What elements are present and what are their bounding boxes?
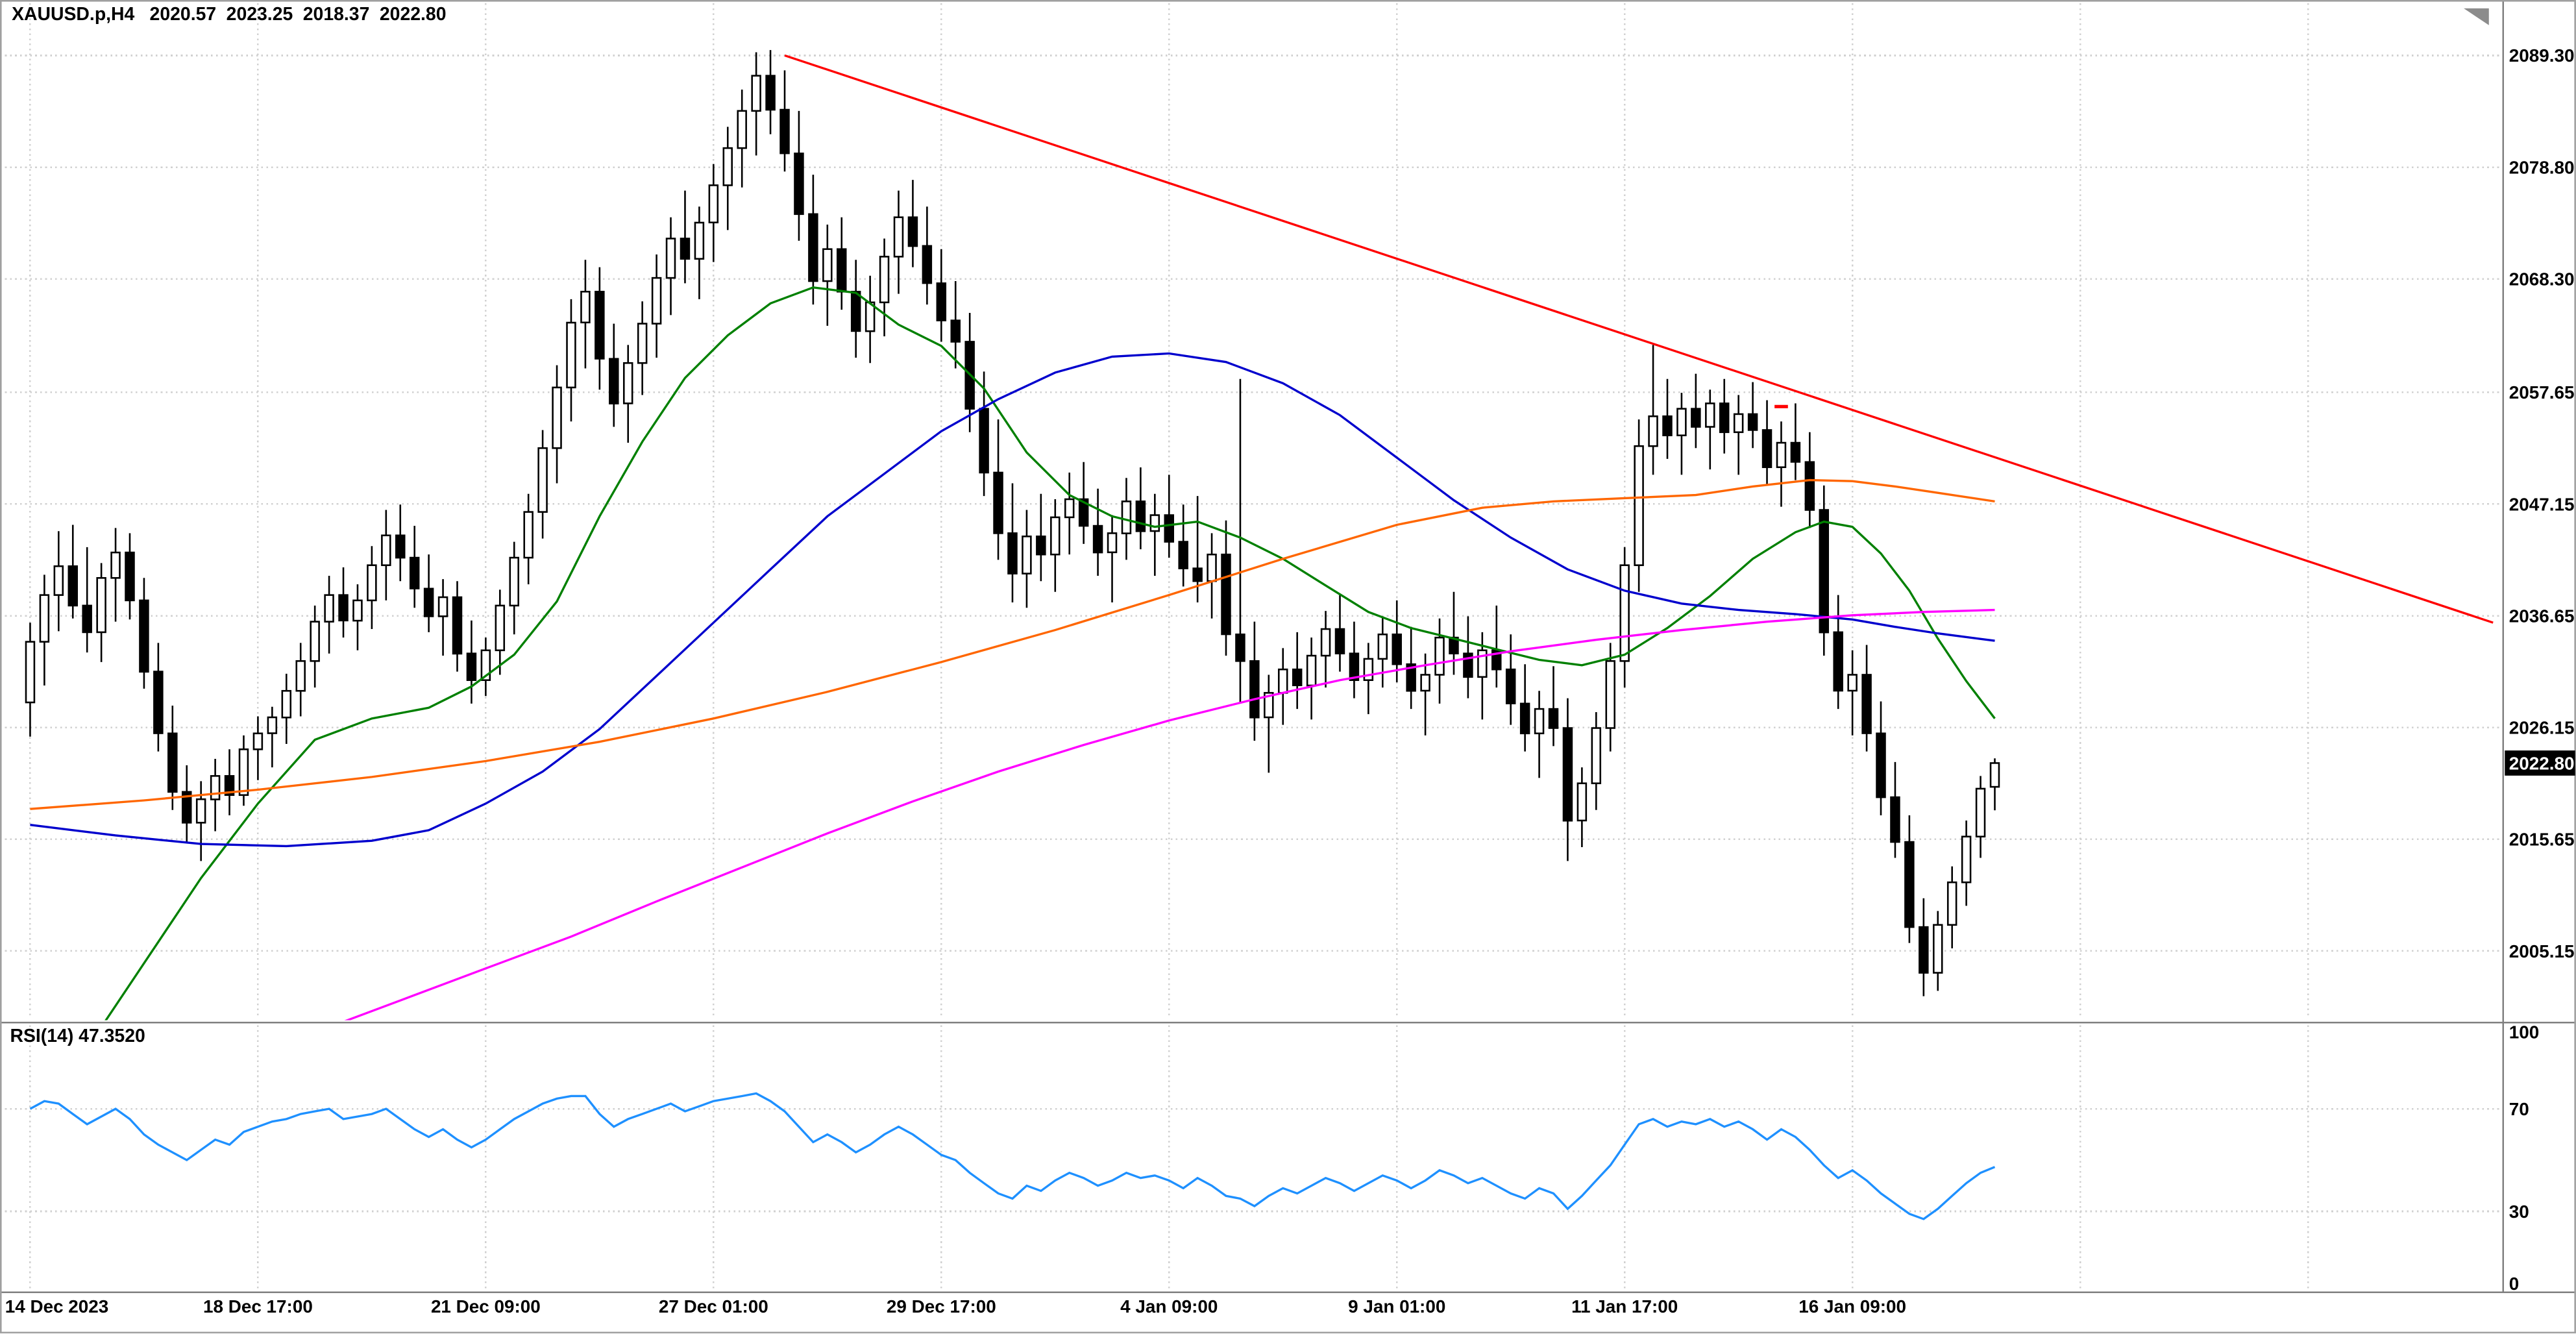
descending-trendline[interactable] — [784, 54, 2494, 624]
time-axis-label: 29 Dec 17:00 — [887, 1296, 996, 1316]
rsi-axis-label: 0 — [2509, 1274, 2520, 1294]
rsi-axis-label: 100 — [2509, 1022, 2539, 1042]
price-axis-label: 2026.15 — [2509, 718, 2575, 738]
candles-layer — [25, 50, 2000, 996]
price-axis-label: 2047.15 — [2509, 494, 2575, 514]
time-axis-label: 27 Dec 01:00 — [659, 1296, 768, 1316]
symbol-timeframe-label: XAUUSD.p,H4 — [12, 5, 135, 25]
price-axis-label: 2057.65 — [2509, 382, 2575, 402]
chart-title-bar: XAUUSD.p,H4 2020.57 2023.25 2018.37 2022… — [12, 5, 446, 25]
time-axis-label: 11 Jan 17:00 — [1571, 1296, 1678, 1316]
rsi-line — [29, 1092, 1996, 1220]
ma-green-fast[interactable] — [30, 286, 1996, 1133]
current-price-badge — [2505, 750, 2575, 776]
rsi-axis-label: 30 — [2509, 1202, 2529, 1222]
ohlc-high-value: 2023.25 — [226, 5, 293, 25]
ohlc-open-value: 2020.57 — [149, 5, 217, 25]
time-axis-label: 4 Jan 09:00 — [1120, 1296, 1218, 1316]
price-axis-label: 2015.65 — [2509, 830, 2575, 850]
current-price-label: 2022.80 — [2509, 753, 2575, 773]
price-axis-label: 2078.80 — [2509, 157, 2575, 177]
rsi-axis-label: 70 — [2509, 1099, 2529, 1119]
ohlc-low-value: 2018.37 — [302, 5, 370, 25]
time-axis-label: 9 Jan 01:00 — [1348, 1296, 1445, 1316]
rsi-indicator-label: RSI(14) 47.3520 — [10, 1026, 145, 1047]
time-axis-label: 14 Dec 2023 — [5, 1296, 109, 1316]
time-axis-label: 21 Dec 09:00 — [431, 1296, 541, 1316]
price-axis-label: 2068.30 — [2509, 269, 2575, 289]
rsi-layer — [29, 1092, 1996, 1220]
price-axis-label: 2005.15 — [2509, 941, 2575, 961]
ma-magenta-long[interactable] — [315, 608, 1995, 1033]
ohlc-close-value: 2022.80 — [379, 5, 447, 25]
price-axis-label: 2036.65 — [2509, 606, 2575, 626]
moving-averages-layer — [30, 286, 1996, 1133]
chart-shift-marker-icon[interactable] — [2464, 8, 2489, 25]
ma-orange-slow[interactable] — [30, 478, 1995, 810]
ma-blue-medium[interactable] — [30, 352, 1995, 848]
grid-layer — [0, 3, 2503, 1291]
time-axis-label: 16 Jan 09:00 — [1798, 1296, 1906, 1316]
time-axis-label: 18 Dec 17:00 — [203, 1296, 313, 1316]
price-axis-label: 2089.30 — [2509, 45, 2575, 66]
